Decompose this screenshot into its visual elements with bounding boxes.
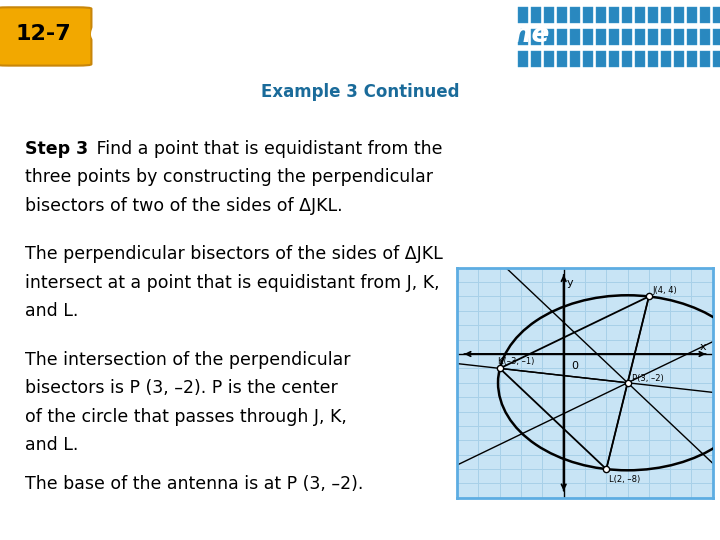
Bar — [531, 7, 541, 23]
Bar — [713, 29, 720, 45]
Bar — [557, 29, 567, 45]
Bar — [635, 51, 645, 67]
Bar — [700, 29, 710, 45]
Bar — [622, 7, 632, 23]
Bar — [583, 51, 593, 67]
Text: and L.: and L. — [25, 436, 78, 455]
Text: 0: 0 — [571, 361, 578, 371]
Text: The base of the antenna is at P (3, –2).: The base of the antenna is at P (3, –2). — [25, 475, 364, 493]
Bar — [544, 51, 554, 67]
Bar — [557, 7, 567, 23]
Bar — [635, 29, 645, 45]
Bar — [648, 7, 658, 23]
Bar — [570, 7, 580, 23]
Bar — [570, 51, 580, 67]
Bar — [687, 29, 697, 45]
Bar — [635, 7, 645, 23]
Text: Copyright © by Holt McDougal. All Rights Reserved.: Copyright © by Holt McDougal. All Rights… — [469, 520, 706, 529]
Text: bisectors of two of the sides of ΔJKL.: bisectors of two of the sides of ΔJKL. — [25, 197, 343, 215]
Bar — [648, 51, 658, 67]
Bar — [674, 7, 684, 23]
Bar — [661, 29, 671, 45]
Text: bisectors is P (3, –2). P is the center: bisectors is P (3, –2). P is the center — [25, 379, 338, 397]
Bar — [583, 7, 593, 23]
Text: The perpendicular bisectors of the sides of ΔJKL: The perpendicular bisectors of the sides… — [25, 245, 443, 263]
Bar — [622, 29, 632, 45]
Bar — [687, 51, 697, 67]
Bar — [596, 29, 606, 45]
Bar — [596, 7, 606, 23]
Text: K(–3, –1): K(–3, –1) — [498, 357, 534, 366]
Bar — [674, 29, 684, 45]
Bar — [609, 7, 619, 23]
Bar — [700, 7, 710, 23]
Text: x: x — [700, 342, 706, 352]
Text: L(2, –8): L(2, –8) — [610, 475, 641, 484]
Text: and L.: and L. — [25, 302, 78, 320]
Bar — [544, 29, 554, 45]
Text: Step 3: Step 3 — [25, 139, 89, 158]
Bar — [596, 51, 606, 67]
Text: three points by constructing the perpendicular: three points by constructing the perpend… — [25, 168, 433, 186]
Text: Find a point that is equidistant from the: Find a point that is equidistant from th… — [91, 139, 443, 158]
Bar — [518, 51, 528, 67]
Bar — [648, 29, 658, 45]
Bar — [713, 7, 720, 23]
Bar — [609, 51, 619, 67]
Text: J(4, 4): J(4, 4) — [652, 286, 677, 295]
Text: Example 3 Continued: Example 3 Continued — [261, 83, 459, 102]
Bar — [700, 51, 710, 67]
Text: of the circle that passes through J, K,: of the circle that passes through J, K, — [25, 408, 347, 426]
Bar — [583, 29, 593, 45]
Bar — [531, 29, 541, 45]
Text: 12-7: 12-7 — [15, 24, 71, 44]
Bar — [518, 29, 528, 45]
Bar — [557, 51, 567, 67]
Bar — [570, 29, 580, 45]
Bar — [674, 51, 684, 67]
Bar — [531, 51, 541, 67]
Bar — [622, 51, 632, 67]
FancyBboxPatch shape — [0, 7, 91, 65]
Bar — [713, 51, 720, 67]
Text: The intersection of the perpendicular: The intersection of the perpendicular — [25, 350, 351, 369]
Bar — [518, 7, 528, 23]
Text: Circles in the Coordinate Plane: Circles in the Coordinate Plane — [90, 22, 549, 48]
Bar — [687, 7, 697, 23]
Text: Holt McDougal Geometry: Holt McDougal Geometry — [13, 518, 162, 531]
Text: intersect at a point that is equidistant from J, K,: intersect at a point that is equidistant… — [25, 274, 440, 292]
Bar — [609, 29, 619, 45]
Bar — [661, 51, 671, 67]
Bar — [544, 7, 554, 23]
Text: y: y — [567, 278, 573, 288]
Bar — [661, 7, 671, 23]
Text: P(3, –2): P(3, –2) — [632, 374, 664, 383]
